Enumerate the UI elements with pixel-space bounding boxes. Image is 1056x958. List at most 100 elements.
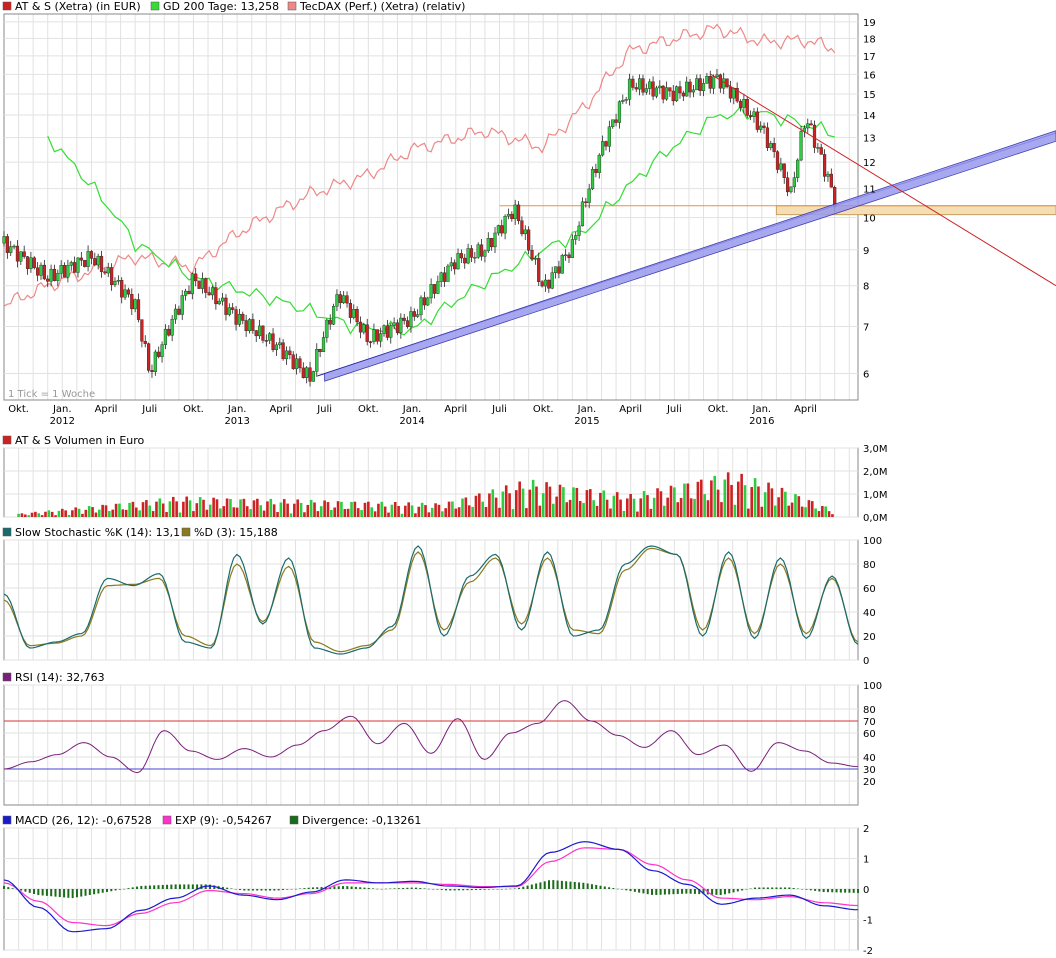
candle (197, 280, 201, 289)
divergence-bar (281, 889, 284, 891)
candle (543, 279, 548, 287)
candle (654, 87, 659, 97)
candle (550, 272, 554, 289)
divergence-bar (380, 888, 383, 890)
divergence-bar (560, 880, 563, 889)
candle (513, 204, 517, 219)
volume-bar (212, 497, 215, 517)
legend-stoch-d: %D (3): 15,188 (194, 526, 278, 539)
divergence-bar (603, 886, 606, 889)
volume-bar (790, 502, 794, 517)
candle (634, 87, 638, 90)
candle (701, 83, 706, 91)
candle (439, 272, 443, 282)
candle (49, 268, 53, 282)
candle (469, 248, 474, 258)
volume-bar (780, 487, 784, 517)
divergence-bar (24, 889, 27, 892)
divergence-bar (784, 887, 787, 889)
y-tick-label: 0 (863, 656, 869, 667)
divergence-bar (50, 889, 53, 897)
candle (725, 78, 729, 88)
candle (257, 325, 262, 337)
volume-bar (276, 512, 279, 517)
volume-bar (763, 492, 767, 517)
divergence-bar (337, 886, 340, 889)
candle (210, 287, 215, 296)
candle (749, 115, 753, 117)
candle (735, 88, 739, 102)
candle (409, 311, 413, 327)
x-tick-label: Okt. (533, 404, 554, 415)
volume-bar (740, 473, 743, 517)
divergence-bar (20, 889, 23, 891)
volume-bar (222, 506, 226, 517)
y-tick-label: 8 (863, 282, 869, 293)
volume-bar (757, 486, 760, 517)
candle (553, 266, 558, 273)
volume-bar (787, 505, 791, 517)
divergence-bar (599, 885, 602, 889)
candle (36, 267, 40, 276)
divergence-bar (754, 887, 757, 889)
candle (214, 287, 218, 305)
volume-bar (94, 512, 98, 517)
candle (177, 308, 181, 315)
divergence-bar (685, 889, 688, 894)
candle (510, 213, 514, 219)
volume-bar (114, 503, 118, 517)
divergence-bar (311, 887, 314, 889)
stoch-k-line (3, 545, 859, 655)
candle (399, 317, 403, 333)
rsi-line (3, 700, 859, 774)
volume-bar (575, 487, 579, 517)
candle (685, 81, 689, 97)
tecdax-line (3, 23, 836, 307)
divergence-bar (573, 882, 576, 889)
candle (617, 101, 622, 123)
volume-bar (23, 514, 27, 517)
volume-bar (124, 509, 128, 517)
volume-bar (128, 502, 131, 517)
candle (66, 265, 70, 278)
volume-bar (67, 514, 71, 517)
volume-bar (336, 501, 340, 517)
volume-bar (733, 504, 737, 517)
divergence-bar (406, 887, 409, 889)
volume-bar (441, 511, 444, 517)
divergence-bar (509, 888, 512, 890)
candle (500, 225, 504, 234)
candle (9, 246, 13, 253)
candle (661, 85, 665, 100)
candle (352, 309, 356, 318)
candle (648, 81, 652, 89)
x-tick-label: April (269, 404, 292, 415)
candle (365, 324, 369, 342)
volume-bar (229, 498, 232, 517)
x-tick-label: Jan. (227, 404, 247, 415)
volume-bar (545, 482, 548, 517)
divergence-bar (796, 888, 799, 890)
volume-bar (451, 501, 454, 517)
divergence-bar (466, 889, 469, 891)
divergence-bar (719, 889, 722, 896)
volume-bar (656, 488, 659, 517)
divergence-bar (247, 889, 250, 891)
legend-tecdax: TecDAX (Perf.) (Xetra) (relativ) (299, 0, 465, 13)
divergence-bar (676, 889, 679, 894)
volume-bar (185, 496, 189, 517)
divergence-bar (646, 889, 649, 895)
candle (231, 307, 235, 310)
candle (473, 257, 477, 259)
divergence-bar (290, 889, 293, 890)
y-tick-label: 80 (863, 705, 876, 716)
volume-bar (693, 498, 696, 517)
x-year-label: 2013 (224, 416, 249, 427)
divergence-bar (638, 889, 641, 893)
y-tick-label: 13 (863, 134, 876, 145)
volume-bar (662, 505, 666, 517)
candle (331, 306, 336, 325)
candle (453, 262, 457, 270)
candle (106, 267, 110, 274)
divergence-bar (7, 887, 10, 889)
